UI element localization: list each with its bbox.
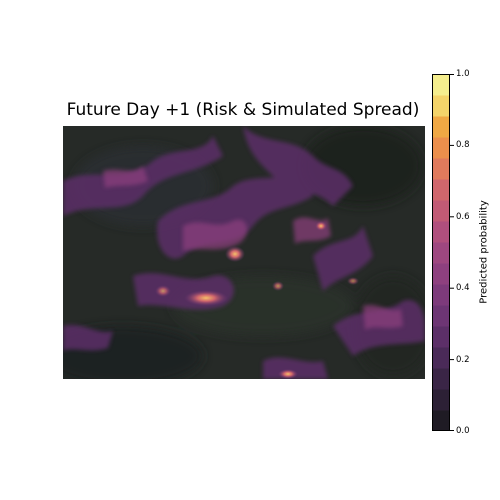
colorbar-segment [432, 242, 450, 264]
colorbar-segment [432, 158, 450, 180]
colorbar-segment [432, 116, 450, 138]
colorbar-segment [432, 410, 450, 431]
colorbar-segment [432, 221, 450, 243]
colorbar-tick-label: 1.0 [456, 69, 470, 79]
colorbar-tick-label: 0.8 [456, 140, 470, 151]
colorbar-segment [432, 305, 450, 327]
risk-heatmap [63, 126, 425, 379]
colorbar-segment [432, 284, 450, 306]
colorbar [432, 74, 450, 431]
colorbar-tick-label: 0.4 [456, 283, 470, 294]
colorbar-segment [432, 326, 450, 348]
colorbar-border [432, 74, 450, 431]
colorbar-segment [432, 263, 450, 285]
colorbar-label: Predicted probability [478, 200, 490, 304]
chart-title: Future Day +1 (Risk & Simulated Spread) [66, 100, 420, 120]
colorbar-segment [432, 74, 450, 96]
colorbar-tick-label: 0.0 [456, 426, 470, 436]
colorbar-ticks [450, 74, 454, 431]
colorbar-segment [432, 347, 450, 369]
colorbar-segment [432, 200, 450, 222]
colorbar-tick-label: 0.6 [456, 211, 470, 222]
colorbar-segment [432, 389, 450, 411]
risk-ridges-bright [103, 166, 403, 330]
colorbar-segment [432, 179, 450, 201]
colorbar-segment [432, 368, 450, 390]
colorbar-tick-label: 0.2 [456, 354, 470, 365]
colorbar-segment [432, 137, 450, 159]
hotspots [155, 221, 359, 379]
colorbar-segment [432, 95, 450, 117]
